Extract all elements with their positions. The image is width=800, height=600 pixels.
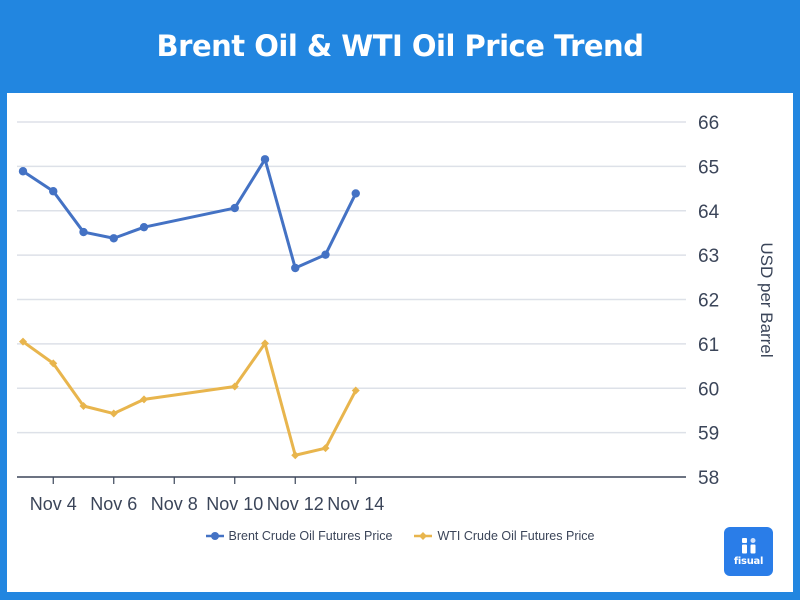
y-tick-label: 63 (698, 246, 719, 267)
data-point (139, 222, 149, 232)
legend: Brent Crude Oil Futures Price WTI Crude … (7, 529, 793, 543)
header: Brent Oil & WTI Oil Price Trend (0, 0, 800, 93)
data-point (79, 402, 88, 410)
x-tick-label: Nov 12 (267, 494, 324, 514)
data-point (291, 451, 300, 460)
logo-text: fisual (733, 555, 764, 567)
data-point (79, 227, 88, 237)
data-point (321, 444, 330, 453)
x-tick-label: Nov 4 (30, 494, 77, 514)
y-tick-label: 61 (698, 335, 719, 356)
logo-icon (741, 537, 755, 553)
data-point (49, 359, 58, 368)
x-tick-label: Nov 6 (90, 494, 137, 514)
data-point (260, 155, 270, 164)
chart-panel: 58 59 60 61 62 63 64 65 66 Nov 4 Nov 6 Nov 8 Nov 10 N… (7, 93, 793, 592)
legend-label: WTI Crude Oil Futures Price (437, 529, 595, 543)
data-point (291, 263, 300, 273)
x-tick-label: Nov 8 (151, 494, 198, 514)
wti-line (22, 340, 358, 457)
data-point (321, 250, 330, 259)
data-point (109, 234, 118, 243)
fisual-logo: fisual (724, 527, 773, 576)
data-point (351, 189, 360, 198)
brent-line (22, 157, 358, 270)
y-tick-label: 60 (698, 379, 719, 400)
chart-title: Brent Oil & WTI Oil Price Trend (156, 28, 644, 63)
y-tick-label: 59 (698, 424, 719, 445)
y-tick-label: 62 (698, 291, 719, 312)
y-tick-label: 64 (698, 202, 720, 223)
data-point (49, 187, 58, 196)
x-tick-label: Nov 10 (206, 494, 263, 514)
data-point (140, 395, 148, 404)
y-axis-title: USD per Barrel (757, 242, 776, 357)
legend-item-brent[interactable]: Brent Crude Oil Futures Price (205, 529, 393, 543)
legend-item-wti[interactable]: WTI Crude Oil Futures Price (414, 529, 594, 543)
data-point (109, 409, 118, 418)
y-tick-label: 58 (698, 468, 719, 489)
y-tick-label: 65 (698, 157, 719, 178)
data-point (351, 386, 360, 395)
legend-label: Brent Crude Oil Futures Price (228, 529, 393, 543)
x-tick-label: Nov 14 (327, 494, 384, 514)
circle-marker-icon (205, 532, 224, 540)
data-point (19, 337, 27, 346)
diamond-marker-icon (414, 532, 433, 540)
y-tick-label: 66 (698, 113, 719, 134)
data-point (18, 167, 28, 176)
data-point (230, 203, 239, 213)
data-point (230, 382, 239, 391)
data-point (261, 339, 269, 348)
